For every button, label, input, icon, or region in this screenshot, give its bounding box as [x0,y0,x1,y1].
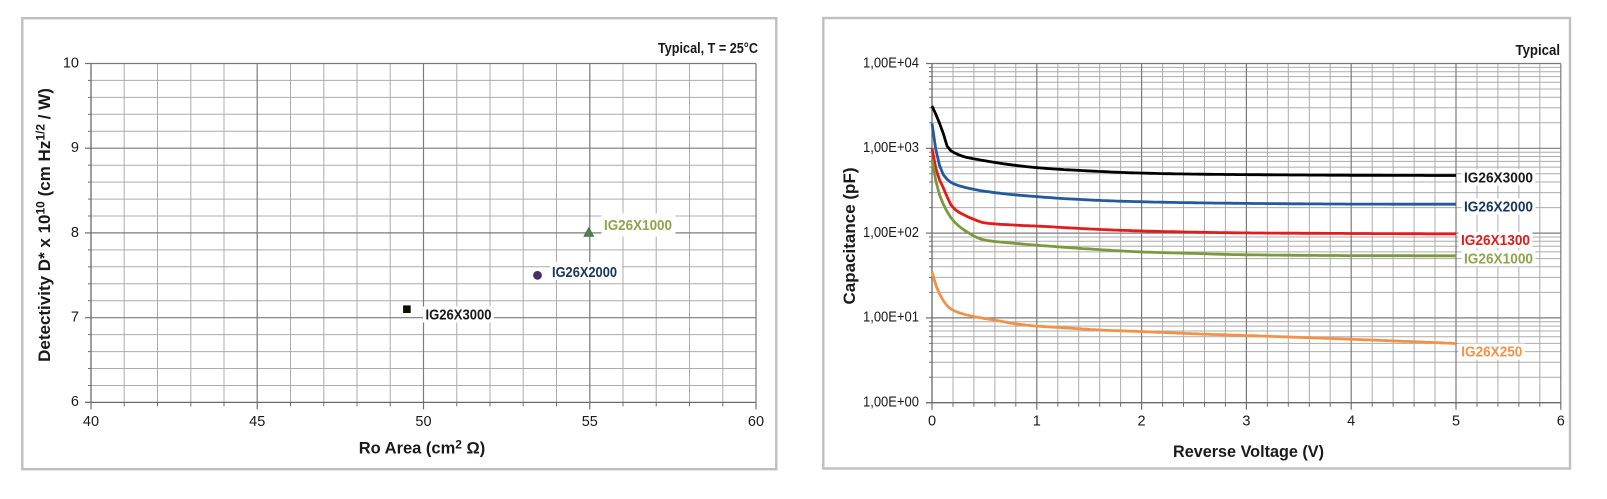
svg-text:3: 3 [1242,414,1250,430]
svg-text:7: 7 [71,310,79,326]
svg-text:1: 1 [1033,414,1041,430]
svg-text:Capacitance (pF): Capacitance (pF) [841,168,859,305]
svg-text:2: 2 [1138,414,1146,430]
svg-text:IG26X1300: IG26X1300 [1461,232,1530,249]
svg-text:45: 45 [249,414,265,430]
svg-text:55: 55 [582,414,598,430]
svg-text:8: 8 [71,225,79,241]
svg-text:9: 9 [71,140,79,156]
svg-text:IG26X2000: IG26X2000 [1464,199,1533,216]
svg-text:5: 5 [1452,414,1460,430]
svg-text:6: 6 [1557,414,1565,430]
svg-text:IG26X1000: IG26X1000 [604,217,672,234]
svg-text:1,00E+02: 1,00E+02 [863,225,919,241]
svg-text:Reverse Voltage (V): Reverse Voltage (V) [1173,442,1324,461]
svg-text:Typical: Typical [1516,43,1561,59]
svg-text:10: 10 [63,55,79,71]
svg-text:4: 4 [1347,414,1355,430]
svg-text:1,00E+03: 1,00E+03 [863,140,919,156]
svg-text:1,00E+00: 1,00E+00 [863,395,919,411]
svg-text:IG26X3000: IG26X3000 [426,307,492,324]
svg-text:1,00E+04: 1,00E+04 [863,55,919,71]
svg-text:40: 40 [83,414,99,430]
svg-text:60: 60 [748,414,764,430]
svg-text:Typical, T = 25°C: Typical, T = 25°C [658,41,758,57]
svg-text:IG26X3000: IG26X3000 [1464,169,1533,186]
svg-text:IG26X1000: IG26X1000 [1464,250,1533,267]
svg-text:50: 50 [415,414,431,430]
svg-text:Ro Area (cm2 Ω): Ro Area (cm2 Ω) [359,438,486,458]
svg-text:0: 0 [928,414,936,430]
svg-text:Detectivity D* x 1010 (cm Hz1: Detectivity D* x 1010 (cm Hz1/2 / W) [34,88,55,362]
svg-text:6: 6 [71,394,79,410]
svg-text:IG26X250: IG26X250 [1461,344,1522,361]
svg-text:1,00E+01: 1,00E+01 [863,310,919,326]
svg-text:IG26X2000: IG26X2000 [552,264,617,281]
